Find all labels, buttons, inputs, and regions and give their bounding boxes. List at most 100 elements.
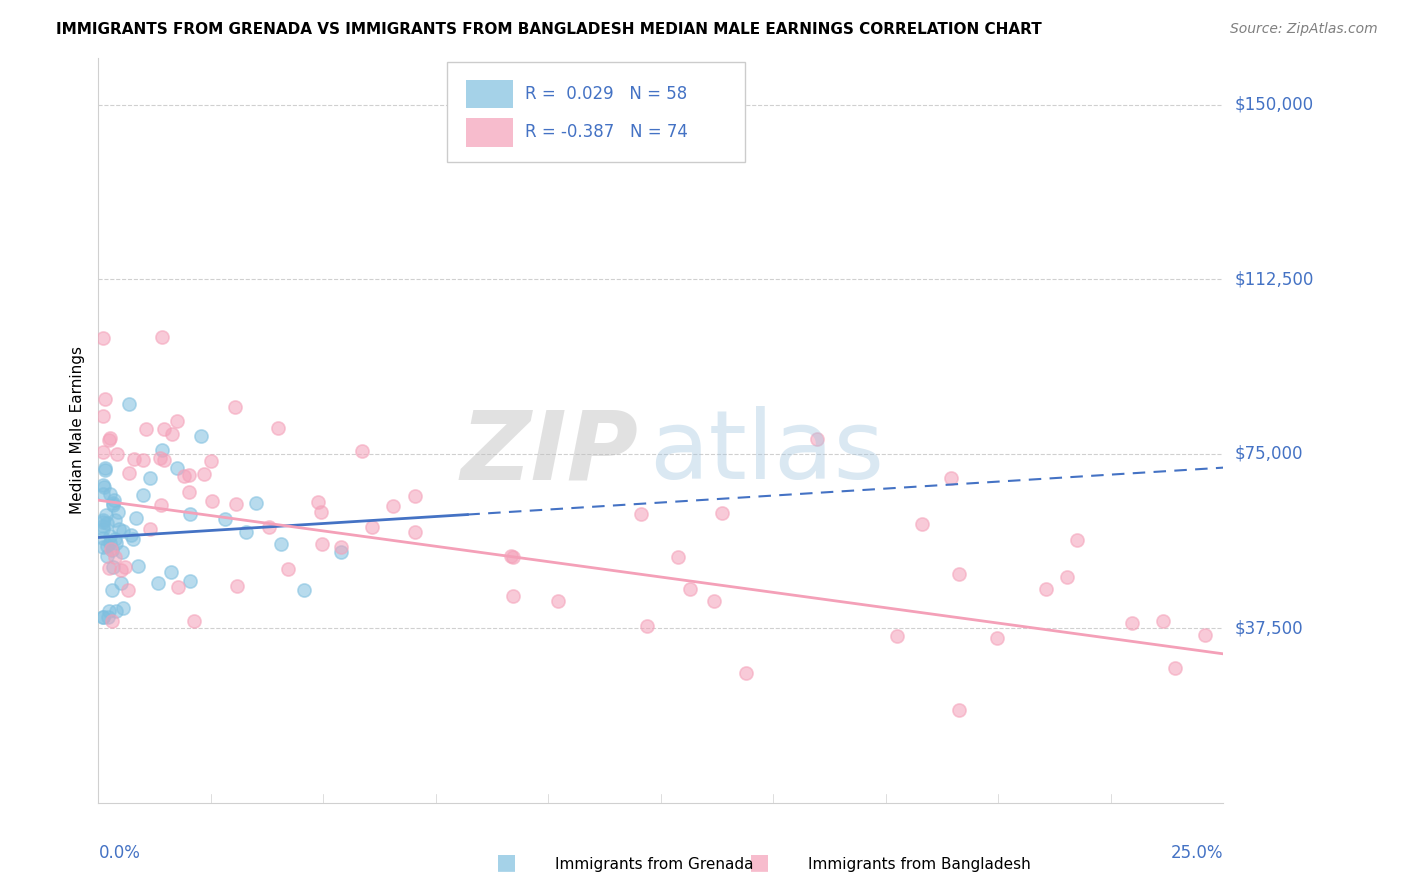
Point [666, 550, 689, 565]
Point [104, 550, 127, 565]
Point [96, 539, 118, 553]
Point [96, 549, 118, 563]
Point [201, 494, 224, 508]
Point [160, 565, 183, 579]
Point [97, 434, 120, 448]
Text: $150,000: $150,000 [1234, 95, 1313, 113]
Point [502, 550, 524, 565]
Text: $37,500: $37,500 [1234, 619, 1303, 637]
Point [122, 452, 145, 467]
Point [104, 532, 127, 546]
Point [1066, 533, 1088, 548]
Point [132, 488, 155, 502]
Point [94, 392, 117, 406]
Point [110, 576, 132, 591]
Point [150, 330, 173, 344]
Point [104, 536, 127, 550]
Point [1194, 628, 1216, 642]
Point [104, 513, 127, 527]
Point [153, 422, 176, 436]
Point [97, 604, 120, 618]
Text: atlas: atlas [650, 406, 884, 500]
Point [146, 576, 169, 591]
Point [703, 594, 725, 608]
Point [101, 583, 124, 598]
Point [499, 549, 522, 563]
Point [101, 614, 124, 628]
Point [404, 489, 426, 503]
Point [259, 520, 281, 534]
Point [806, 433, 828, 447]
Point [173, 469, 195, 483]
Point [1121, 615, 1143, 630]
Text: Immigrants from Bangladesh: Immigrants from Bangladesh [808, 857, 1031, 872]
Point [118, 397, 141, 411]
Point [91, 330, 114, 344]
Point [98, 529, 121, 543]
Point [91, 519, 114, 533]
Point [200, 453, 222, 467]
Point [91, 478, 114, 492]
Point [183, 614, 205, 628]
Point [122, 532, 145, 546]
Point [117, 583, 139, 598]
Text: 25.0%: 25.0% [1171, 844, 1223, 862]
Point [111, 600, 134, 615]
Point [125, 511, 148, 525]
Point [101, 542, 124, 557]
Point [101, 495, 124, 509]
Point [292, 583, 315, 598]
Text: R =  0.029   N = 58: R = 0.029 N = 58 [524, 85, 688, 103]
Point [948, 703, 970, 717]
Point [91, 540, 114, 554]
Point [678, 582, 700, 596]
Point [98, 487, 121, 501]
Y-axis label: Median Male Earnings: Median Male Earnings [70, 346, 86, 515]
Point [101, 559, 124, 574]
Point [350, 444, 373, 458]
Point [91, 609, 114, 624]
Point [152, 452, 174, 467]
Point [166, 414, 188, 428]
Point [1164, 661, 1187, 675]
Point [103, 492, 125, 507]
Point [135, 422, 157, 436]
Point [111, 524, 134, 539]
Point [179, 574, 201, 589]
Text: $112,500: $112,500 [1234, 270, 1313, 288]
Point [91, 513, 114, 527]
Point [91, 487, 114, 501]
Point [330, 540, 353, 554]
Point [1056, 570, 1078, 584]
Point [91, 609, 114, 624]
Point [94, 508, 117, 523]
Point [226, 579, 249, 593]
Point [1152, 614, 1174, 628]
Point [911, 516, 934, 531]
Point [107, 522, 129, 536]
Point [111, 545, 134, 559]
Point [177, 485, 200, 500]
Point [307, 495, 329, 509]
Point [630, 508, 652, 522]
Point [91, 515, 114, 529]
Text: ■: ■ [496, 853, 516, 872]
Point [98, 560, 121, 574]
Point [711, 507, 734, 521]
Point [132, 453, 155, 467]
Point [107, 447, 129, 461]
Text: $75,000: $75,000 [1234, 445, 1303, 463]
Point [139, 471, 162, 485]
Text: ZIP: ZIP [460, 406, 638, 500]
Point [166, 460, 188, 475]
Point [939, 471, 962, 485]
Point [127, 559, 149, 574]
Point [167, 580, 190, 594]
Text: Source: ZipAtlas.com: Source: ZipAtlas.com [1230, 22, 1378, 37]
Text: R = -0.387   N = 74: R = -0.387 N = 74 [524, 123, 688, 142]
Point [98, 431, 121, 445]
Point [150, 442, 173, 457]
FancyBboxPatch shape [467, 79, 513, 108]
Point [100, 542, 122, 557]
Point [96, 516, 118, 530]
